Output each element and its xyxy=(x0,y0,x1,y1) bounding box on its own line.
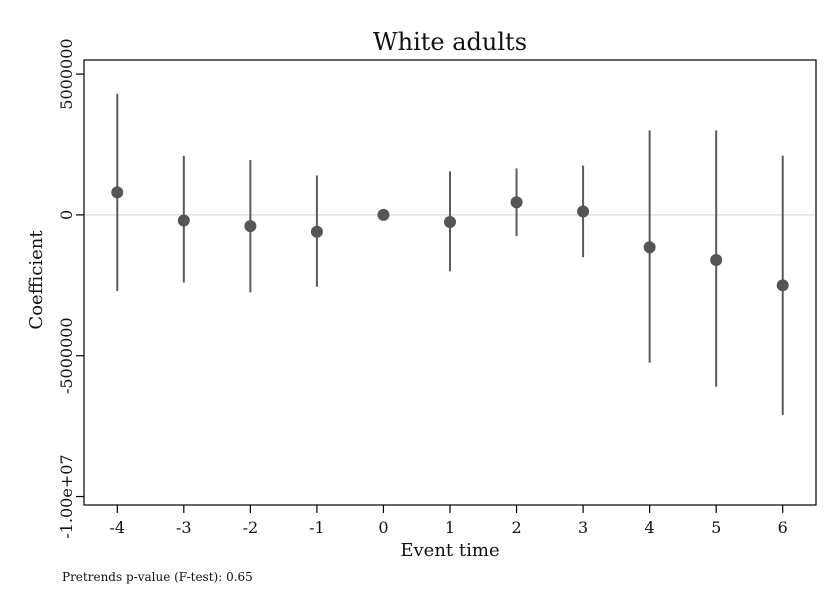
y-tick-label: 5000000 xyxy=(57,38,76,109)
x-tick-label: 2 xyxy=(511,518,521,537)
y-tick-label: -1.00e+07 xyxy=(57,454,76,538)
coefficient-point xyxy=(577,205,590,218)
x-axis: -4 -3 -2 -1 0 1 2 3 4 5 6 xyxy=(109,505,788,537)
x-tick-label: 5 xyxy=(711,518,721,537)
pretrends-note: Pretrends p-value (F-test): 0.65 xyxy=(62,570,253,584)
y-axis-label: Coefficient xyxy=(26,230,47,330)
y-axis: 5000000 0 -5000000 -1.00e+07 xyxy=(57,38,84,539)
coefficient-point xyxy=(111,186,124,199)
x-tick-label: 0 xyxy=(378,518,388,537)
coefficient-point xyxy=(710,253,723,266)
x-axis-label: Event time xyxy=(400,540,499,561)
x-tick-label: -3 xyxy=(176,518,192,537)
x-tick-label: -4 xyxy=(109,518,125,537)
plot-frame xyxy=(83,59,817,506)
x-tick-label: 1 xyxy=(445,518,455,537)
x-tick-label: 4 xyxy=(645,518,655,537)
chart-title: White adults xyxy=(373,28,527,56)
x-tick-label: 6 xyxy=(778,518,788,537)
coefficient-point xyxy=(177,214,190,227)
y-tick-label: -5000000 xyxy=(57,317,76,394)
coefficient-point xyxy=(377,208,390,221)
x-tick-label: -2 xyxy=(243,518,259,537)
coefficient-point xyxy=(244,220,257,233)
coefficient-point xyxy=(776,279,789,292)
coefficient-point xyxy=(643,241,656,254)
y-tick-label: 0 xyxy=(57,210,76,220)
x-tick-label: -1 xyxy=(309,518,325,537)
x-tick-label: 3 xyxy=(578,518,588,537)
confidence-intervals xyxy=(116,93,784,415)
coefficient-point xyxy=(510,196,523,209)
coefficient-point xyxy=(310,225,323,238)
coefficient-markers xyxy=(111,186,789,292)
coefficient-point xyxy=(444,215,456,228)
